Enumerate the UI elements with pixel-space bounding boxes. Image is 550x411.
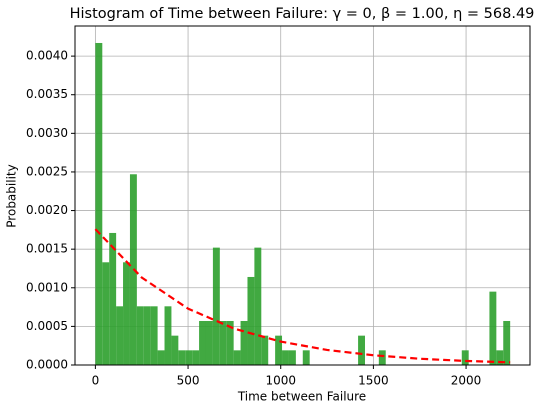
y-tick-label: 0.0030: [26, 126, 68, 140]
bar: [275, 335, 283, 365]
bar: [254, 247, 262, 365]
x-tick-label: 2000: [451, 374, 482, 388]
bar: [116, 306, 124, 365]
y-tick-label: 0.0005: [26, 319, 68, 333]
bar: [247, 276, 255, 365]
bar: [109, 232, 117, 365]
bar: [219, 320, 227, 365]
y-tick-label: 0.0010: [26, 280, 68, 294]
bar: [185, 350, 193, 365]
bar: [95, 42, 103, 365]
x-tick-label: 0: [92, 374, 100, 388]
bar: [461, 350, 469, 365]
x-tick-label: 1500: [358, 374, 389, 388]
bar: [171, 335, 179, 365]
y-tick-label: 0.0020: [26, 203, 68, 217]
y-axis-label: Probability: [5, 164, 19, 227]
y-tick-label: 0.0015: [26, 242, 68, 256]
x-tick-label: 500: [177, 374, 200, 388]
bar: [261, 335, 269, 365]
bar: [150, 306, 158, 365]
bar: [226, 320, 234, 365]
plot-frame: [74, 25, 531, 366]
x-axis-label: Time between Failure: [237, 390, 366, 404]
y-tick-label: 0.0035: [26, 87, 68, 101]
bar: [164, 306, 172, 365]
bar: [102, 262, 110, 365]
bar: [496, 350, 504, 365]
bar: [136, 306, 144, 365]
bar: [378, 350, 386, 365]
bar: [240, 320, 248, 365]
y-tick-label: 0.0025: [26, 164, 68, 178]
bar: [157, 350, 165, 365]
bar: [358, 335, 365, 365]
bar: [143, 306, 151, 365]
bar: [503, 320, 511, 365]
x-tick-label: 1000: [265, 374, 296, 388]
chart-title: Histogram of Time between Failure: γ = 0…: [70, 6, 535, 22]
bar: [233, 350, 241, 365]
bar: [302, 350, 310, 365]
bar: [192, 350, 200, 365]
bar: [178, 350, 186, 365]
bar: [123, 262, 130, 365]
bar: [288, 350, 296, 365]
bar: [212, 247, 220, 365]
y-tick-label: 0.0000: [26, 358, 68, 372]
y-tick-label: 0.0040: [26, 49, 68, 63]
bar: [199, 320, 206, 365]
bar: [205, 320, 213, 365]
bar: [489, 291, 497, 365]
fit-line: [94, 228, 511, 364]
bar: [282, 350, 289, 365]
